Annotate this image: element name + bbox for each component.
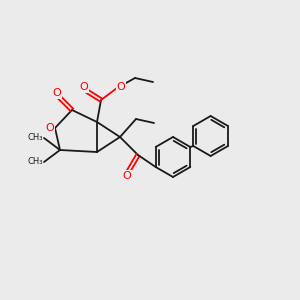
Text: O: O (46, 123, 54, 133)
Text: O: O (52, 88, 62, 98)
Text: CH₃: CH₃ (27, 158, 43, 166)
Text: O: O (123, 171, 131, 181)
Text: O: O (80, 82, 88, 92)
Text: O: O (117, 82, 125, 92)
Text: CH₃: CH₃ (27, 134, 43, 142)
